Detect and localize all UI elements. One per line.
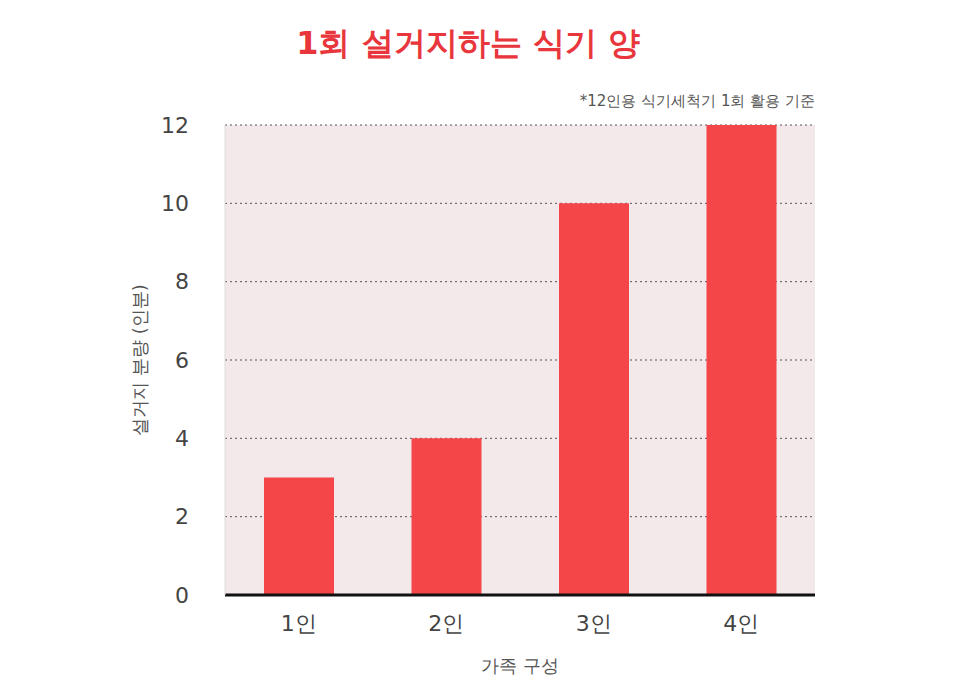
svg-text:4인: 4인	[723, 611, 759, 636]
svg-text:10: 10	[161, 191, 189, 216]
svg-text:0: 0	[175, 583, 189, 608]
html-text:1회 설거지하는 식기 양: 1회 설거지하는 식기 양	[296, 24, 640, 62]
svg-text:12: 12	[161, 113, 189, 138]
svg-text:4: 4	[175, 426, 189, 451]
svg-text:8: 8	[175, 269, 189, 294]
html-text:*12인용 식기세척기 1회 활용 기준: *12인용 식기세척기 1회 활용 기준	[579, 92, 815, 110]
svg-text:2인: 2인	[428, 611, 464, 636]
svg-text:1인: 1인	[281, 611, 317, 636]
svg-text:2: 2	[175, 504, 189, 529]
html-text:설거지 분량 (인분): 설거지 분량 (인분)	[129, 284, 150, 436]
svg-text:6: 6	[175, 348, 189, 373]
svg-text:3인: 3인	[576, 611, 612, 636]
html-text:가족 구성: 가족 구성	[481, 655, 559, 676]
